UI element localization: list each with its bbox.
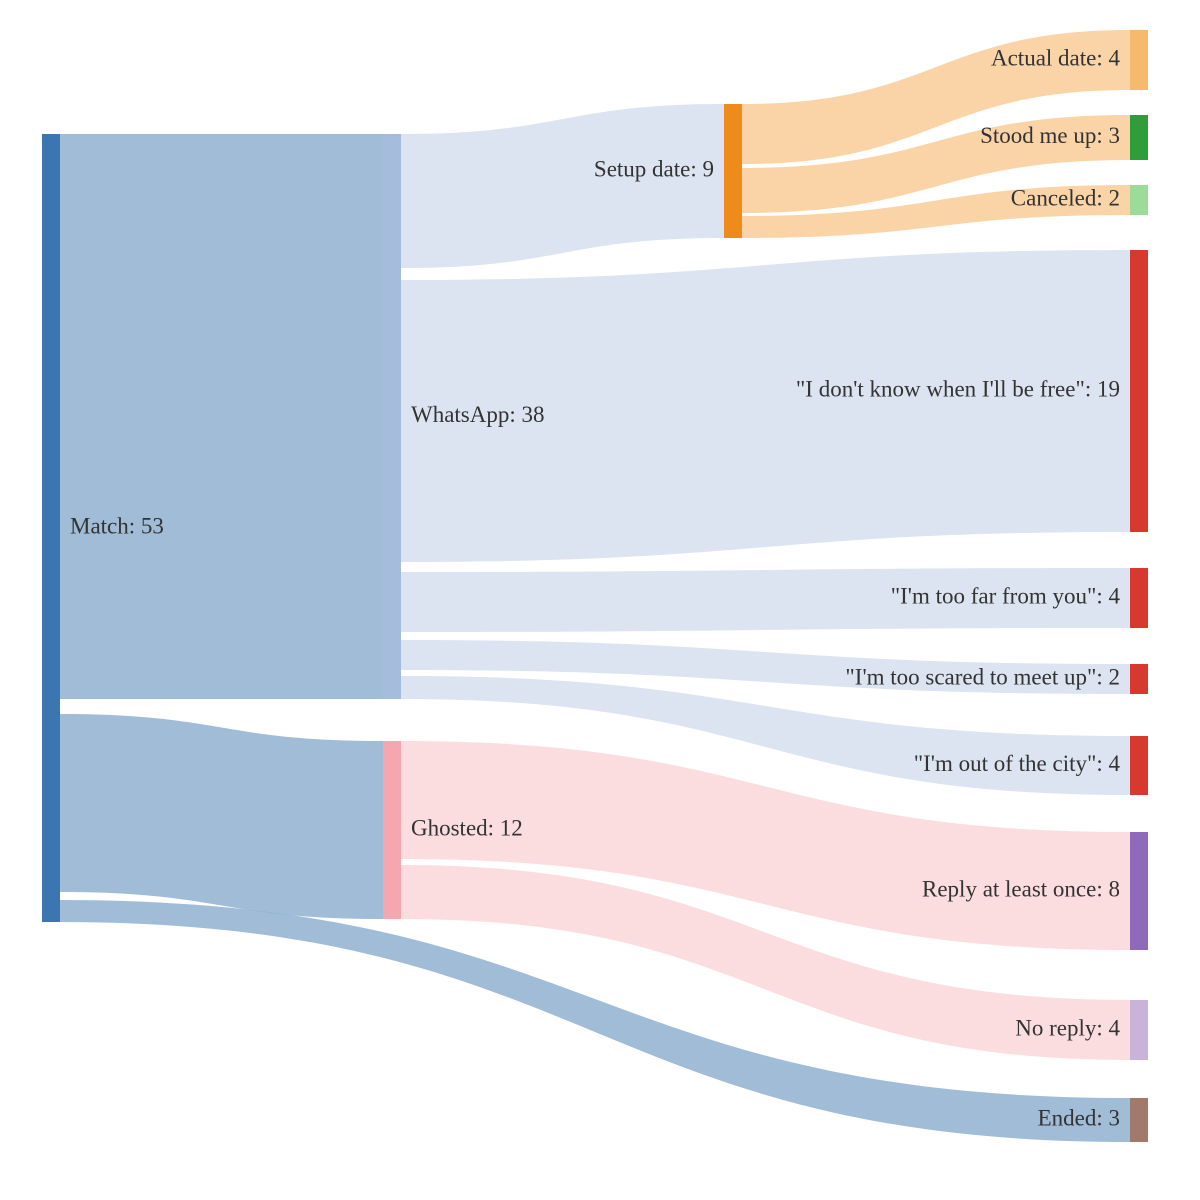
label-actual: Actual date: 4 [991, 45, 1121, 70]
link-match-whatsapp [60, 134, 383, 699]
label-ended: Ended: 3 [1038, 1105, 1120, 1130]
label-stood: Stood me up: 3 [980, 123, 1120, 148]
label-canceled: Canceled: 2 [1011, 185, 1120, 210]
link-whatsapp-setup [401, 104, 724, 268]
node-actual [1130, 30, 1148, 90]
node-canceled [1130, 185, 1148, 215]
node-scared [1130, 664, 1148, 694]
node-toofar [1130, 568, 1148, 628]
node-outcity [1130, 736, 1148, 795]
label-replyonce: Reply at least once: 8 [922, 876, 1120, 901]
sankey-diagram: Match: 53 WhatsApp: 38 Ghosted: 12 Setup da… [0, 0, 1200, 1200]
node-ghosted [383, 741, 401, 919]
node-match [42, 134, 60, 922]
label-ghosted: Ghosted: 12 [411, 815, 523, 840]
node-replyonce [1130, 832, 1148, 950]
label-noreply: No reply: 4 [1015, 1015, 1120, 1040]
label-outcity: "I'm out of the city": 4 [914, 751, 1121, 776]
node-whatsapp [383, 134, 401, 699]
label-toofar: "I'm too far from you": 4 [891, 583, 1121, 608]
label-match: Match: 53 [70, 513, 164, 538]
node-setup [724, 104, 742, 238]
node-ended [1130, 1098, 1148, 1142]
label-whatsapp: WhatsApp: 38 [411, 402, 545, 427]
label-dontknow: "I don't know when I'll be free": 19 [796, 376, 1120, 401]
link-match-ghosted [60, 714, 383, 919]
label-scared: "I'm too scared to meet up": 2 [845, 664, 1120, 689]
node-noreply [1130, 1000, 1148, 1060]
node-dontknow [1130, 250, 1148, 532]
label-setup: Setup date: 9 [594, 156, 714, 181]
node-stood [1130, 115, 1148, 160]
